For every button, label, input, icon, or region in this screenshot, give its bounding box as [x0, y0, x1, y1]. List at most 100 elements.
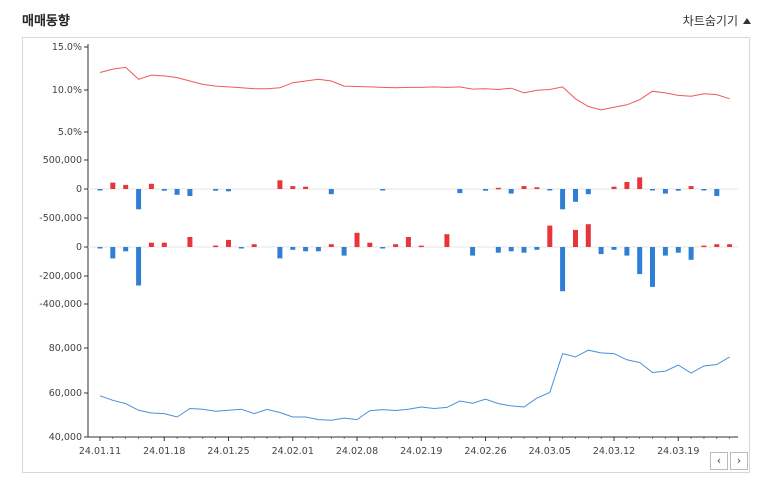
bar [226, 239, 231, 247]
bar [161, 242, 167, 247]
bar [611, 186, 617, 189]
bar [123, 247, 129, 252]
bar [534, 187, 540, 189]
bar [97, 247, 103, 249]
bar [675, 247, 681, 253]
bar [380, 247, 386, 249]
bar [573, 229, 578, 247]
bar [508, 189, 514, 194]
y-tick-label: -200,000 [39, 271, 82, 282]
page-title: 매매동향 [22, 14, 70, 29]
bar [174, 189, 180, 195]
bar [624, 247, 630, 256]
bar [251, 244, 257, 247]
y-tick-label: 0 [76, 242, 82, 253]
bar [226, 189, 231, 192]
bar [521, 186, 527, 189]
bar [418, 245, 424, 248]
x-tick-label: 24.01.25 [207, 446, 249, 457]
bar [290, 186, 296, 189]
x-tick-label: 24.02.19 [400, 446, 442, 457]
bar [136, 189, 142, 210]
y-tick-label: 80,000 [49, 343, 82, 354]
bar [521, 247, 527, 253]
bar [187, 237, 193, 247]
bar [688, 247, 694, 260]
x-tick-label: 24.01.18 [143, 446, 185, 457]
triangle-up-icon [743, 17, 751, 24]
y-tick-label: 60,000 [49, 388, 82, 399]
bar [380, 189, 386, 191]
bar [650, 247, 655, 287]
bar [573, 189, 578, 202]
y-tick-label: 40,000 [49, 432, 82, 443]
bar [328, 189, 334, 195]
prev-button[interactable]: ‹ [710, 452, 728, 470]
bar [483, 189, 488, 191]
x-tick-label: 24.03.05 [529, 446, 571, 457]
bar [277, 180, 283, 189]
bar [238, 247, 244, 249]
y-tick-label: -400,000 [39, 299, 82, 310]
bar [341, 247, 347, 256]
bar [662, 247, 668, 256]
bar [328, 244, 334, 247]
bar [367, 242, 373, 247]
bar [277, 247, 283, 259]
bar [213, 189, 219, 191]
bar [303, 186, 309, 189]
bar [637, 247, 643, 275]
hide-chart-toggle[interactable]: 차트숨기기 [683, 12, 751, 29]
bar [508, 247, 514, 252]
bar [444, 234, 450, 247]
bar [598, 247, 604, 255]
bar [136, 247, 142, 286]
bar [495, 187, 501, 190]
bar [303, 247, 309, 252]
bar [650, 189, 655, 191]
bar [213, 245, 219, 248]
bar [161, 189, 167, 191]
bar [123, 184, 129, 189]
y-tick-label: -500,000 [39, 213, 82, 224]
ratio-series-line [99, 66, 730, 111]
bar [611, 247, 617, 250]
y-tick-label: 0 [76, 184, 82, 195]
bar [624, 182, 630, 189]
bar [701, 245, 707, 248]
bar [97, 189, 103, 191]
chart-frame [22, 37, 750, 473]
bar [585, 224, 591, 247]
bar [148, 242, 154, 247]
next-button[interactable]: › [730, 452, 748, 470]
y-tick-label: 10.0% [52, 85, 82, 96]
bar [662, 189, 668, 194]
y-tick-label: 15.0% [52, 42, 82, 53]
bar [675, 189, 681, 191]
bar [470, 247, 476, 256]
bar [110, 247, 116, 259]
bar [560, 247, 566, 292]
bar [547, 225, 553, 247]
bar [187, 189, 193, 196]
bar [393, 244, 399, 247]
bar [495, 247, 501, 253]
bar [560, 189, 566, 210]
bar [714, 244, 720, 247]
bar [547, 189, 553, 191]
bar [405, 237, 411, 247]
bar [585, 189, 591, 195]
bar [457, 189, 463, 194]
x-tick-label: 24.02.08 [336, 446, 378, 457]
bar [688, 186, 694, 189]
bar [290, 247, 296, 250]
bar [727, 244, 733, 247]
bar [701, 189, 707, 191]
x-tick-label: 24.01.11 [79, 446, 121, 457]
bar [110, 182, 116, 189]
x-tick-label: 24.03.19 [657, 446, 699, 457]
bar [637, 177, 643, 189]
hide-chart-label: 차트숨기기 [682, 14, 738, 28]
bar [714, 189, 720, 196]
